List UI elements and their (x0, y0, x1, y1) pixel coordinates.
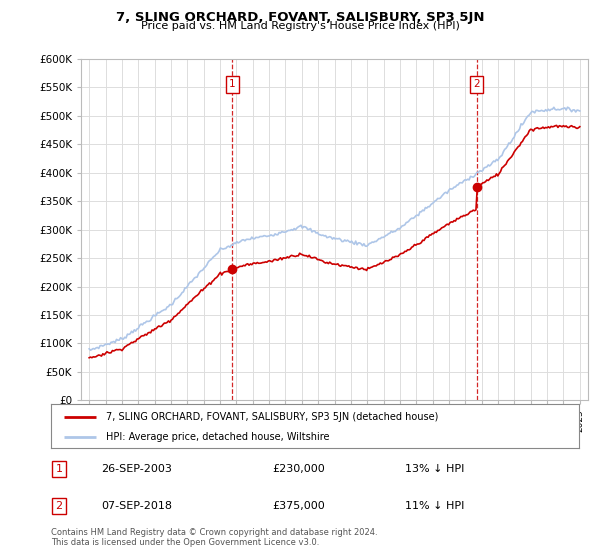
Text: HPI: Average price, detached house, Wiltshire: HPI: Average price, detached house, Wilt… (106, 432, 330, 442)
Text: 1: 1 (229, 80, 235, 90)
Text: Contains HM Land Registry data © Crown copyright and database right 2024.
This d: Contains HM Land Registry data © Crown c… (51, 528, 377, 547)
Text: 1: 1 (55, 464, 62, 474)
Text: 13% ↓ HPI: 13% ↓ HPI (405, 464, 464, 474)
Text: 7, SLING ORCHARD, FOVANT, SALISBURY, SP3 5JN: 7, SLING ORCHARD, FOVANT, SALISBURY, SP3… (116, 11, 484, 24)
Text: £375,000: £375,000 (273, 501, 326, 511)
Text: 2: 2 (473, 80, 480, 90)
Text: £230,000: £230,000 (273, 464, 326, 474)
Text: 2: 2 (55, 501, 62, 511)
Text: Price paid vs. HM Land Registry's House Price Index (HPI): Price paid vs. HM Land Registry's House … (140, 21, 460, 31)
Text: 11% ↓ HPI: 11% ↓ HPI (405, 501, 464, 511)
Text: 07-SEP-2018: 07-SEP-2018 (101, 501, 172, 511)
Text: 7, SLING ORCHARD, FOVANT, SALISBURY, SP3 5JN (detached house): 7, SLING ORCHARD, FOVANT, SALISBURY, SP3… (106, 412, 439, 422)
Text: 26-SEP-2003: 26-SEP-2003 (101, 464, 172, 474)
